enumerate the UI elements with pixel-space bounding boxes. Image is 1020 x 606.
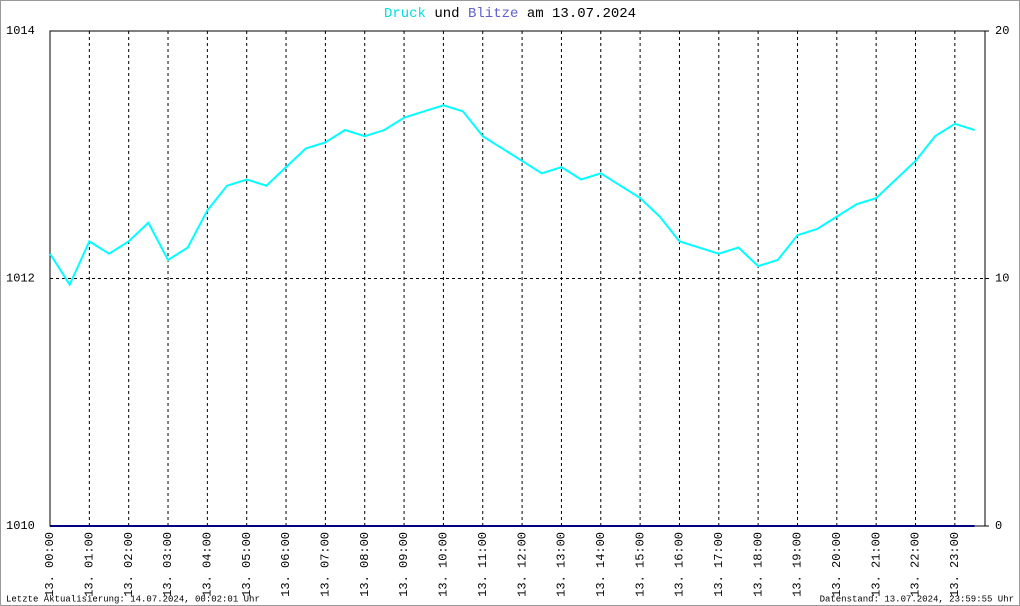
x-tick-label: 13. 21:00 <box>869 532 883 597</box>
footer-left: Letzte Aktualisierung: 14.07.2024, 00:02… <box>6 594 260 604</box>
x-tick-label: 13. 22:00 <box>909 532 923 597</box>
x-tick-label: 13. 02:00 <box>122 532 136 597</box>
x-tick-label: 13. 03:00 <box>161 532 175 597</box>
y-tick-label: 1012 <box>6 272 35 286</box>
x-tick-label: 13. 09:00 <box>397 532 411 597</box>
x-tick-label: 13. 01:00 <box>83 532 97 597</box>
x-tick-label: 13. 23:00 <box>948 532 962 597</box>
x-tick-label: 13. 11:00 <box>476 532 490 597</box>
x-tick-label: 13. 15:00 <box>633 532 647 597</box>
series-line <box>49 104 975 287</box>
title-part: Druck <box>384 6 426 22</box>
y-tick-label: 1014 <box>6 24 35 38</box>
x-tick-label: 13. 10:00 <box>437 532 451 597</box>
footer-right: Datenstand: 13.07.2024, 23:59:55 Uhr <box>820 594 1014 604</box>
x-tick-label: 13. 08:00 <box>358 532 372 597</box>
x-tick-label: 13. 16:00 <box>673 532 687 597</box>
x-tick-label: 13. 20:00 <box>830 532 844 597</box>
x-tick-label: 13. 00:00 <box>43 532 57 597</box>
chart-title: Druck und Blitze am 13.07.2024 <box>384 6 636 22</box>
x-tick-label: 13. 17:00 <box>712 532 726 597</box>
title-part: am 13.07.2024 <box>527 6 636 22</box>
x-tick-label: 13. 18:00 <box>751 532 765 597</box>
y2-tick-label: 10 <box>995 272 1009 286</box>
title-part: Blitze <box>468 6 518 22</box>
x-tick-label: 13. 12:00 <box>515 532 529 597</box>
y2-tick-label: 0 <box>995 519 1002 533</box>
x-tick-label: 13. 07:00 <box>319 532 333 597</box>
x-tick-label: 13. 04:00 <box>201 532 215 597</box>
title-part: und <box>434 6 459 22</box>
x-tick-label: 13. 05:00 <box>240 532 254 597</box>
y-tick-label: 1010 <box>6 519 35 533</box>
x-tick-label: 13. 19:00 <box>791 532 805 597</box>
x-tick-label: 13. 13:00 <box>555 532 569 597</box>
y2-tick-label: 20 <box>995 24 1009 38</box>
x-tick-label: 13. 06:00 <box>279 532 293 597</box>
x-tick-label: 13. 14:00 <box>594 532 608 597</box>
